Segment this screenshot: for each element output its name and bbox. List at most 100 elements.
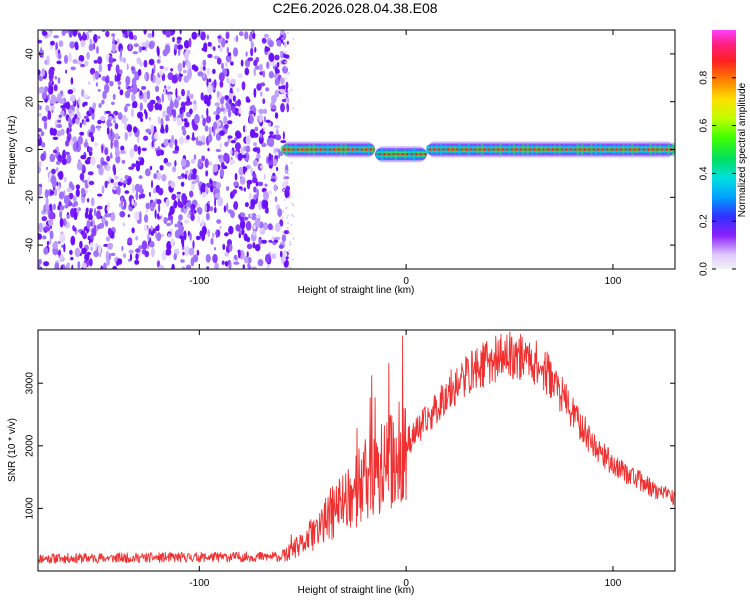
spectrogram-noise-cell <box>177 220 182 229</box>
spectrogram-noise-cell <box>97 127 101 131</box>
spectrogram-noise-cell <box>264 208 268 214</box>
spectrogram-noise-cell <box>283 95 286 98</box>
spectrogram-noise-cell <box>167 85 172 90</box>
spectrogram-noise-cell <box>217 45 221 49</box>
spectrogram-noise-cell <box>65 69 68 74</box>
spectrogram-noise-cell <box>274 125 280 129</box>
spectrogram-noise-cell <box>262 199 269 209</box>
spectrogram-noise-cell <box>283 230 290 235</box>
spectrogram-noise-cell <box>285 206 288 209</box>
spectrogram-noise-cell <box>48 219 54 227</box>
spectrogram-noise-cell <box>89 38 93 45</box>
spectrogram-noise-cell <box>120 48 123 57</box>
spectrogram-noise-cell <box>150 180 154 189</box>
spectrogram-ridge-bead <box>485 146 489 153</box>
spectrogram-noise-cell <box>274 196 278 202</box>
spectrogram-noise-cell <box>145 202 151 210</box>
spectrogram-noise-cell <box>290 89 293 92</box>
spectrogram-ridge-bead <box>312 143 316 156</box>
spectrogram-noise-cell <box>162 110 167 118</box>
spectrogram-noise-cell <box>149 165 153 171</box>
spectrogram-noise-cell <box>197 159 202 167</box>
spectrogram-noise-cell <box>39 86 45 94</box>
spectrogram-noise-cell <box>219 108 225 112</box>
spectrogram-noise-cell <box>40 47 43 56</box>
spectrogram-noise-cell <box>99 115 106 122</box>
spectrogram-noise-cell <box>241 154 247 159</box>
spectrogram-noise-cell <box>235 224 241 232</box>
spectrogram-noise-cell <box>105 164 111 172</box>
spectrogram-noise-cell <box>170 238 175 247</box>
spectrogram-noise-cell <box>189 232 192 241</box>
spectrogram-noise-cell <box>86 220 91 229</box>
spectrogram-noise-cell <box>283 199 286 201</box>
spectrogram-noise-cell <box>87 213 93 221</box>
spectrogram-ridge-bead <box>430 144 434 155</box>
spectrogram-noise-cell <box>114 133 119 139</box>
spectrogram-noise-cell <box>212 232 215 238</box>
spectrogram-ridge-bead <box>448 145 452 154</box>
spectrogram-noise-cell <box>228 260 232 269</box>
spectrogram-noise-cell <box>106 155 111 162</box>
spectrogram-noise-cell <box>73 207 77 212</box>
spectrogram-noise-cell <box>63 264 66 269</box>
spectrogram-noise-cell <box>226 202 229 212</box>
spectrogram-noise-cell <box>234 107 240 116</box>
spectrogram-noise-cell <box>72 225 75 231</box>
spectrogram-noise-cell <box>108 55 113 64</box>
spectrogram-noise-cell <box>205 170 209 177</box>
spectrogram-noise-cell <box>290 223 293 226</box>
spectrogram-noise-cell <box>57 240 61 245</box>
spectrogram-ridge-bead <box>653 144 657 155</box>
spectrogram-noise-cell <box>63 176 67 183</box>
spectrogram-noise-cell <box>288 232 291 235</box>
spectrogram-noise-cell <box>251 230 257 236</box>
spectrogram-noise-cell <box>268 152 272 162</box>
spectrogram-noise-cell <box>46 166 49 171</box>
snr-y-tick-label: 3000 <box>25 372 36 395</box>
spectrogram-noise-cell <box>241 81 246 91</box>
spectrogram-x-tick-label: 0 <box>403 276 409 287</box>
spectrogram-ridge-bead <box>385 150 389 159</box>
spectrogram-noise-cell <box>283 130 286 133</box>
spectrogram-noise-cell <box>159 65 164 70</box>
spectrogram-noise-cell <box>214 247 216 251</box>
spectrogram-noise-cell <box>252 132 259 138</box>
spectrogram-noise-cell <box>206 34 209 40</box>
spectrogram-noise-cell <box>187 264 192 269</box>
spectrogram-noise-cell <box>98 103 102 108</box>
spectrogram-noise-cell <box>38 39 43 44</box>
spectrogram-noise-cell <box>143 135 149 141</box>
spectrogram-noise-cell <box>174 43 179 51</box>
spectrogram-noise-cell <box>69 41 76 49</box>
spectrogram-noise-cell <box>81 262 87 269</box>
spectrogram-noise-cell <box>280 85 286 90</box>
spectrogram-noise-cell <box>70 94 76 102</box>
spectrogram-noise-cell <box>275 134 282 141</box>
spectrogram-noise-cell <box>163 67 169 72</box>
spectrogram-noise-cell <box>251 213 257 221</box>
spectrogram-noise-cell <box>38 165 41 174</box>
spectrogram-noise-cell <box>196 207 203 214</box>
spectrogram-noise-cell <box>271 236 275 242</box>
spectrogram-noise-cell <box>227 135 233 139</box>
snr-frame <box>37 329 676 572</box>
spectrogram-noise-cell <box>240 59 244 67</box>
spectrogram-noise-cell <box>153 188 157 194</box>
spectrogram-noise-cell <box>105 110 111 114</box>
spectrogram-noise-cell <box>212 68 216 74</box>
spectrogram-noise-cell <box>190 93 194 100</box>
spectrogram-noise-cell <box>96 35 101 39</box>
spectrogram-noise-cell <box>64 151 70 155</box>
spectrogram-noise-cell <box>196 249 200 256</box>
spectrogram-noise-cell <box>57 119 62 123</box>
spectrogram-noise-cell <box>122 253 127 258</box>
spectrogram-noise-cell <box>287 73 290 76</box>
spectrogram-noise-cell <box>215 229 218 239</box>
spectrogram-noise-cell <box>49 230 54 240</box>
spectrogram-noise-cell <box>233 181 239 187</box>
spectrogram-noise-cell <box>38 160 42 168</box>
spectrogram-noise-cell <box>139 90 143 96</box>
spectrogram-noise-cell <box>285 108 288 111</box>
spectrogram-noise-cell <box>244 31 249 40</box>
